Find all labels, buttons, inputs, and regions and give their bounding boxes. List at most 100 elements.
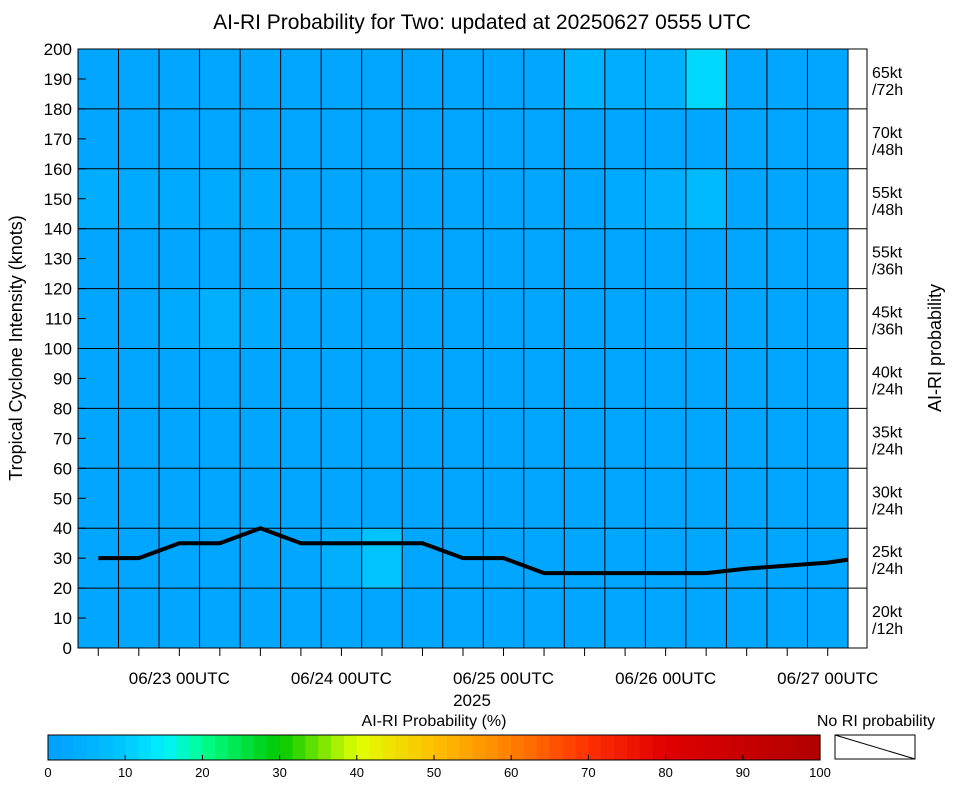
heatmap-cell	[564, 228, 605, 289]
y-tick-label: 0	[63, 639, 72, 658]
colorbar-segment	[48, 735, 62, 760]
ri-row-period: /36h	[872, 262, 903, 279]
heatmap-cell	[807, 408, 848, 469]
x-axis-year-label: 2025	[453, 691, 491, 710]
heatmap-cell	[361, 588, 403, 648]
y-axis-ticks: 0 10 20 30 40 50 60 70 80 90 100 110 120 130 140 150 160…	[44, 40, 86, 658]
heatmap-cell	[523, 168, 565, 229]
heatmap-cell	[726, 528, 767, 589]
ri-row-period: /36h	[872, 322, 903, 339]
heatmap-cell	[807, 228, 848, 289]
colorbar-tick-label: 60	[504, 765, 518, 780]
no-ri-legend-label: No RI probability	[817, 713, 935, 730]
y-tick-label: 20	[53, 579, 72, 598]
heatmap-cell	[321, 228, 362, 289]
heatmap-cell	[361, 408, 403, 469]
colorbar-segment	[807, 735, 821, 760]
y-tick-label: 60	[53, 459, 72, 478]
heatmap-cell	[118, 228, 160, 289]
colorbar-segment	[382, 735, 396, 760]
x-tick-label: 06/26 00UTC	[615, 669, 716, 688]
heatmap-cell	[199, 49, 241, 109]
heatmap-cell	[685, 468, 727, 529]
colorbar-segment	[99, 735, 113, 760]
heatmap-cell	[402, 168, 443, 229]
colorbar-segment	[266, 735, 281, 760]
y-tick-label: 140	[44, 220, 72, 239]
heatmap-cell	[159, 408, 200, 469]
colorbar-segment	[163, 735, 178, 760]
heatmap-cell	[564, 348, 605, 409]
y-tick-label: 120	[44, 280, 72, 299]
colorbar-segment	[60, 735, 75, 760]
colorbar-segment	[408, 735, 422, 760]
heatmap-cell	[726, 288, 767, 349]
colorbar-segment	[472, 735, 487, 760]
heatmap-cell	[118, 288, 160, 349]
heatmap-cell	[766, 588, 808, 648]
heatmap-cell	[442, 228, 484, 289]
intensity-line-layer	[98, 526, 849, 576]
heatmap-cell	[442, 408, 484, 469]
colorbar-segment	[729, 735, 744, 760]
heatmap-cell	[402, 49, 443, 109]
colorbar-tick-label: 50	[427, 765, 441, 780]
heatmap-cell	[240, 228, 281, 289]
heatmap-cell	[604, 49, 646, 109]
x-tick-label: 06/25 00UTC	[453, 669, 554, 688]
heatmap-cell	[361, 528, 403, 589]
heatmap-cell	[442, 588, 484, 648]
y-tick-label: 200	[44, 40, 72, 59]
x-tick-label: 06/27 00UTC	[777, 669, 878, 688]
heatmap-cell	[604, 348, 646, 409]
colorbar-segment	[150, 735, 165, 760]
heatmap-cell	[280, 348, 322, 409]
heatmap-cell	[685, 288, 727, 349]
heatmap-cell	[807, 49, 848, 109]
heatmap-cell	[483, 468, 524, 529]
y-tick-label: 100	[44, 340, 72, 359]
heatmap-cell	[118, 168, 160, 229]
heatmap-cell	[321, 288, 362, 349]
y-tick-label: 70	[53, 429, 72, 448]
heatmap-cell	[685, 348, 727, 409]
colorbar-segment	[652, 735, 667, 760]
heatmap-cell	[159, 228, 200, 289]
heatmap-cell	[645, 49, 686, 109]
heatmap-cell	[402, 468, 443, 529]
no-ri-swatch-diagonal	[834, 734, 916, 760]
colorbar-segment	[125, 735, 139, 760]
heatmap-cell	[442, 348, 484, 409]
colorbar-segment	[73, 735, 88, 760]
heatmap-cell	[645, 288, 686, 349]
heatmap-cell	[442, 108, 484, 169]
heatmap-cell	[523, 408, 565, 469]
heatmap-cell	[726, 108, 767, 169]
colorbar-segment	[498, 735, 512, 760]
heatmap-cell	[240, 168, 281, 229]
colorbar-segment	[627, 735, 641, 760]
colorbar-tick-label: 40	[350, 765, 364, 780]
heatmap-cell	[159, 348, 200, 409]
colorbar-segment	[536, 735, 551, 760]
heatmap-cell	[159, 468, 200, 529]
colorbar-segment	[524, 735, 538, 760]
colorbar-segment	[768, 735, 782, 760]
intensity-line	[98, 526, 849, 576]
ri-row-period: /72h	[872, 82, 903, 99]
heatmap-cell	[483, 288, 524, 349]
heatmap-cell	[118, 408, 160, 469]
heatmap-cell	[564, 528, 605, 589]
ri-row-period: /24h	[872, 382, 903, 399]
colorbar-segment	[86, 735, 101, 760]
heatmap-cell	[807, 528, 848, 589]
heatmap-cell	[766, 348, 808, 409]
ri-threshold-labels: 20kt/12h25kt/24h30kt/24h35kt/24h40kt/24h…	[872, 65, 903, 638]
heatmap-cell	[685, 408, 727, 469]
heatmap-cell	[321, 108, 362, 169]
colorbar-segment	[665, 735, 680, 760]
heatmap-cell	[523, 528, 565, 589]
x-tick-label: 06/24 00UTC	[291, 669, 392, 688]
heatmap-cell	[199, 108, 241, 169]
heatmap-cell	[442, 288, 484, 349]
